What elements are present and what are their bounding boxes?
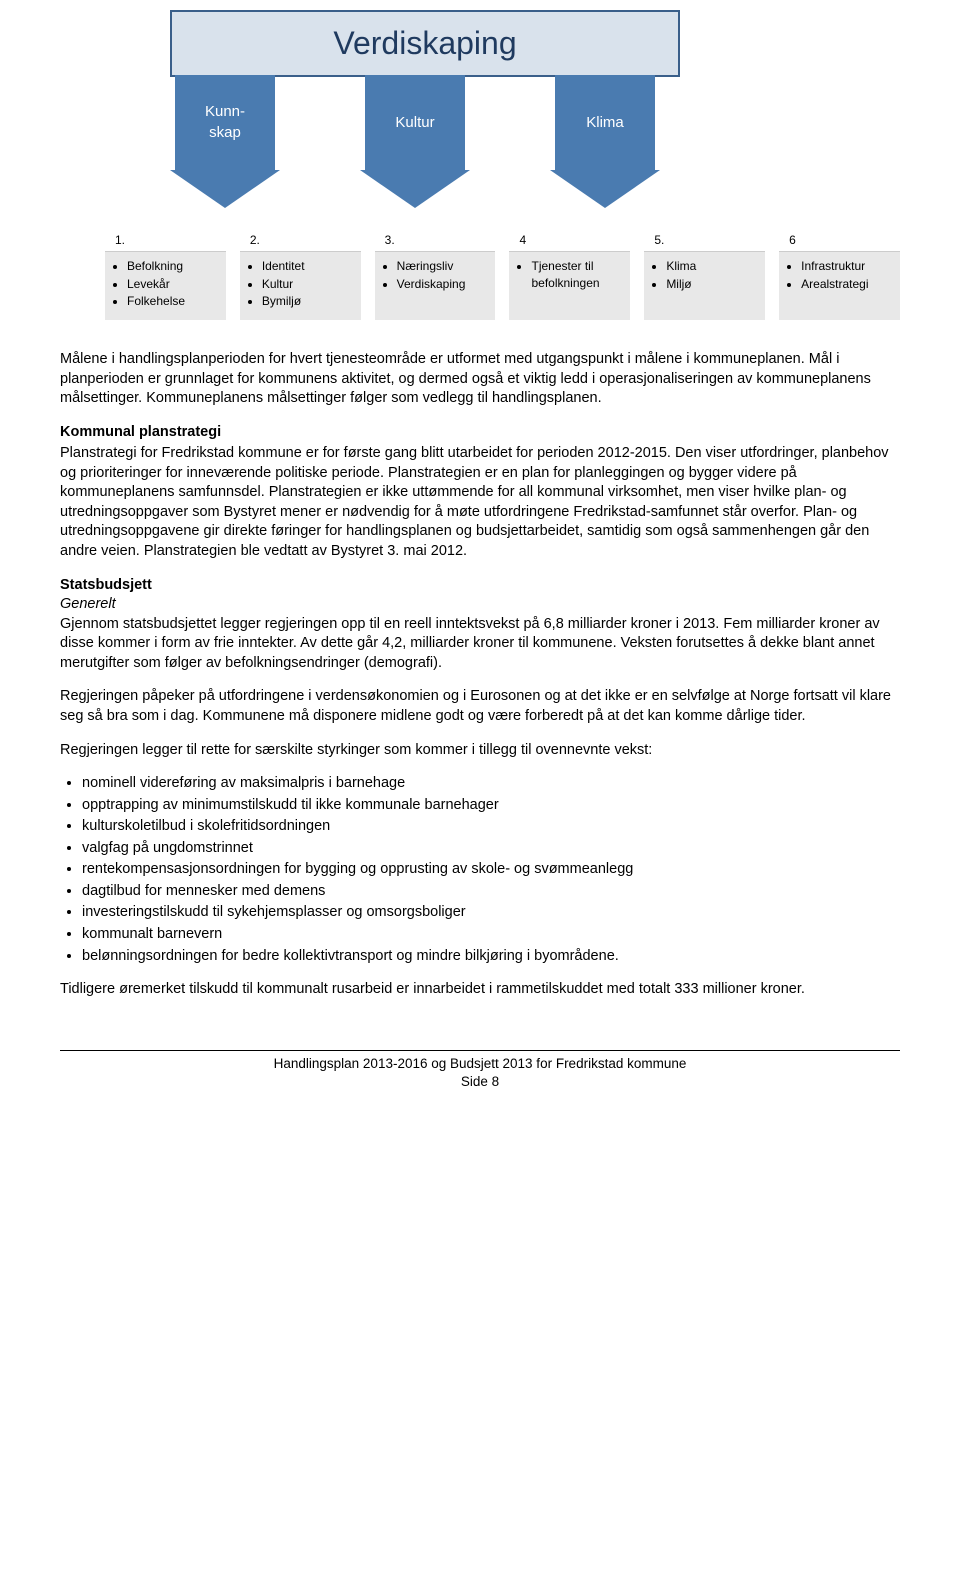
list-item: dagtilbud for mennesker med demens [82,882,900,902]
numbered-box-list: Tjenester til befolkningen [531,258,622,290]
arrow-kultur: Kultur [365,75,465,208]
list-item: valgfag på ungdomstrinnet [82,839,900,859]
numbered-boxes-row: 1. Befolkning LevekårFolkehelse 2. Identitet… [105,230,900,320]
diagram-container: Verdiskaping Kunn- skap Kultur Klima 1. B… [60,10,900,320]
list-item: kommunalt barnevern [82,925,900,945]
arrow-kunnskap: Kunn- skap [175,75,275,208]
numbered-box-header: 1. [105,230,226,252]
footer-line2: Side 8 [461,1074,499,1089]
numbered-box-list: Næringsliv Verdiskaping [397,258,488,291]
list-item: Infrastruktur [801,258,892,274]
list-item: rentekompensasjonsordningen for bygging … [82,860,900,880]
main-box-label: Verdiskaping [333,25,516,61]
numbered-box: 6 Infrastruktur Arealstrategi [779,230,900,320]
list-item: Klima [666,258,757,274]
arrow-head-icon [170,170,280,208]
paragraph: Regjeringen legger til rette for særskil… [60,741,900,761]
arrow-klima: Klima [555,75,655,208]
numbered-box-list: Befolkning LevekårFolkehelse [127,258,218,309]
page-footer: Handlingsplan 2013-2016 og Budsjett 2013… [60,1050,900,1091]
numbered-box-header: 2. [240,230,361,252]
arrow-body: Kultur [365,75,465,170]
list-item: Verdiskaping [397,276,488,292]
numbered-box-list: Identitet KulturBymiljø [262,258,353,309]
list-item: opptrapping av minimumstilskudd til ikke… [82,796,900,816]
list-item: belønningsordningen for bedre kollektivt… [82,947,900,967]
paragraph: Planstrategi for Fredrikstad kommune er … [60,444,900,561]
numbered-box-list: Infrastruktur Arealstrategi [801,258,892,291]
arrow-label: Kunn- skap [205,102,245,143]
arrow-body: Kunn- skap [175,75,275,170]
paragraph: Regjeringen påpeker på utfordringene i v… [60,687,900,726]
heading-planstrategi: Kommunal planstrategi [60,423,900,443]
arrow-body: Klima [555,75,655,170]
heading-statsbudsjett: Statsbudsjett [60,577,152,593]
list-item: Folkehelse [127,293,218,309]
main-box: Verdiskaping [170,10,680,77]
numbered-box-header: 6 [779,230,900,252]
list-item: investeringstilskudd til sykehjemsplasse… [82,903,900,923]
numbered-box-header: 4 [509,230,630,252]
list-item: Tjenester til befolkningen [531,258,622,290]
paragraph: Målene i handlingsplanperioden for hvert… [60,350,900,409]
list-item: Arealstrategi [801,276,892,292]
list-item: kulturskoletilbud i skolefritidsordninge… [82,817,900,837]
arrow-head-icon [550,170,660,208]
numbered-box-list: Klima Miljø [666,258,757,291]
subheading-generelt: Generelt [60,596,116,612]
numbered-box: 3. Næringsliv Verdiskaping [375,230,496,320]
numbered-box: 2. Identitet KulturBymiljø [240,230,361,320]
list-item: Befolkning [127,258,218,274]
arrow-label: Kultur [395,113,434,133]
arrows-row: Kunn- skap Kultur Klima [175,75,900,208]
list-item: Næringsliv [397,258,488,274]
list-item: Identitet [262,258,353,274]
arrow-head-icon [360,170,470,208]
list-item: nominell videreføring av maksimalpris i … [82,774,900,794]
bullet-list: nominell videreføring av maksimalpris i … [82,774,900,966]
body-text: Målene i handlingsplanperioden for hvert… [60,350,900,1000]
paragraph: Tidligere øremerket tilskudd til kommuna… [60,980,900,1000]
list-item: Kultur [262,276,353,292]
numbered-box: 4 Tjenester til befolkningen [509,230,630,320]
main-concept-block: Verdiskaping [170,10,680,77]
numbered-box: 1. Befolkning LevekårFolkehelse [105,230,226,320]
paragraph: Gjennom statsbudsjettet legger regjering… [60,616,880,671]
numbered-box: 5. Klima Miljø [644,230,765,320]
arrow-label: Klima [586,113,624,133]
footer-line1: Handlingsplan 2013-2016 og Budsjett 2013… [274,1056,687,1071]
list-item: Levekår [127,276,218,292]
list-item: Bymiljø [262,293,353,309]
list-item: Miljø [666,276,757,292]
numbered-box-header: 3. [375,230,496,252]
numbered-box-header: 5. [644,230,765,252]
